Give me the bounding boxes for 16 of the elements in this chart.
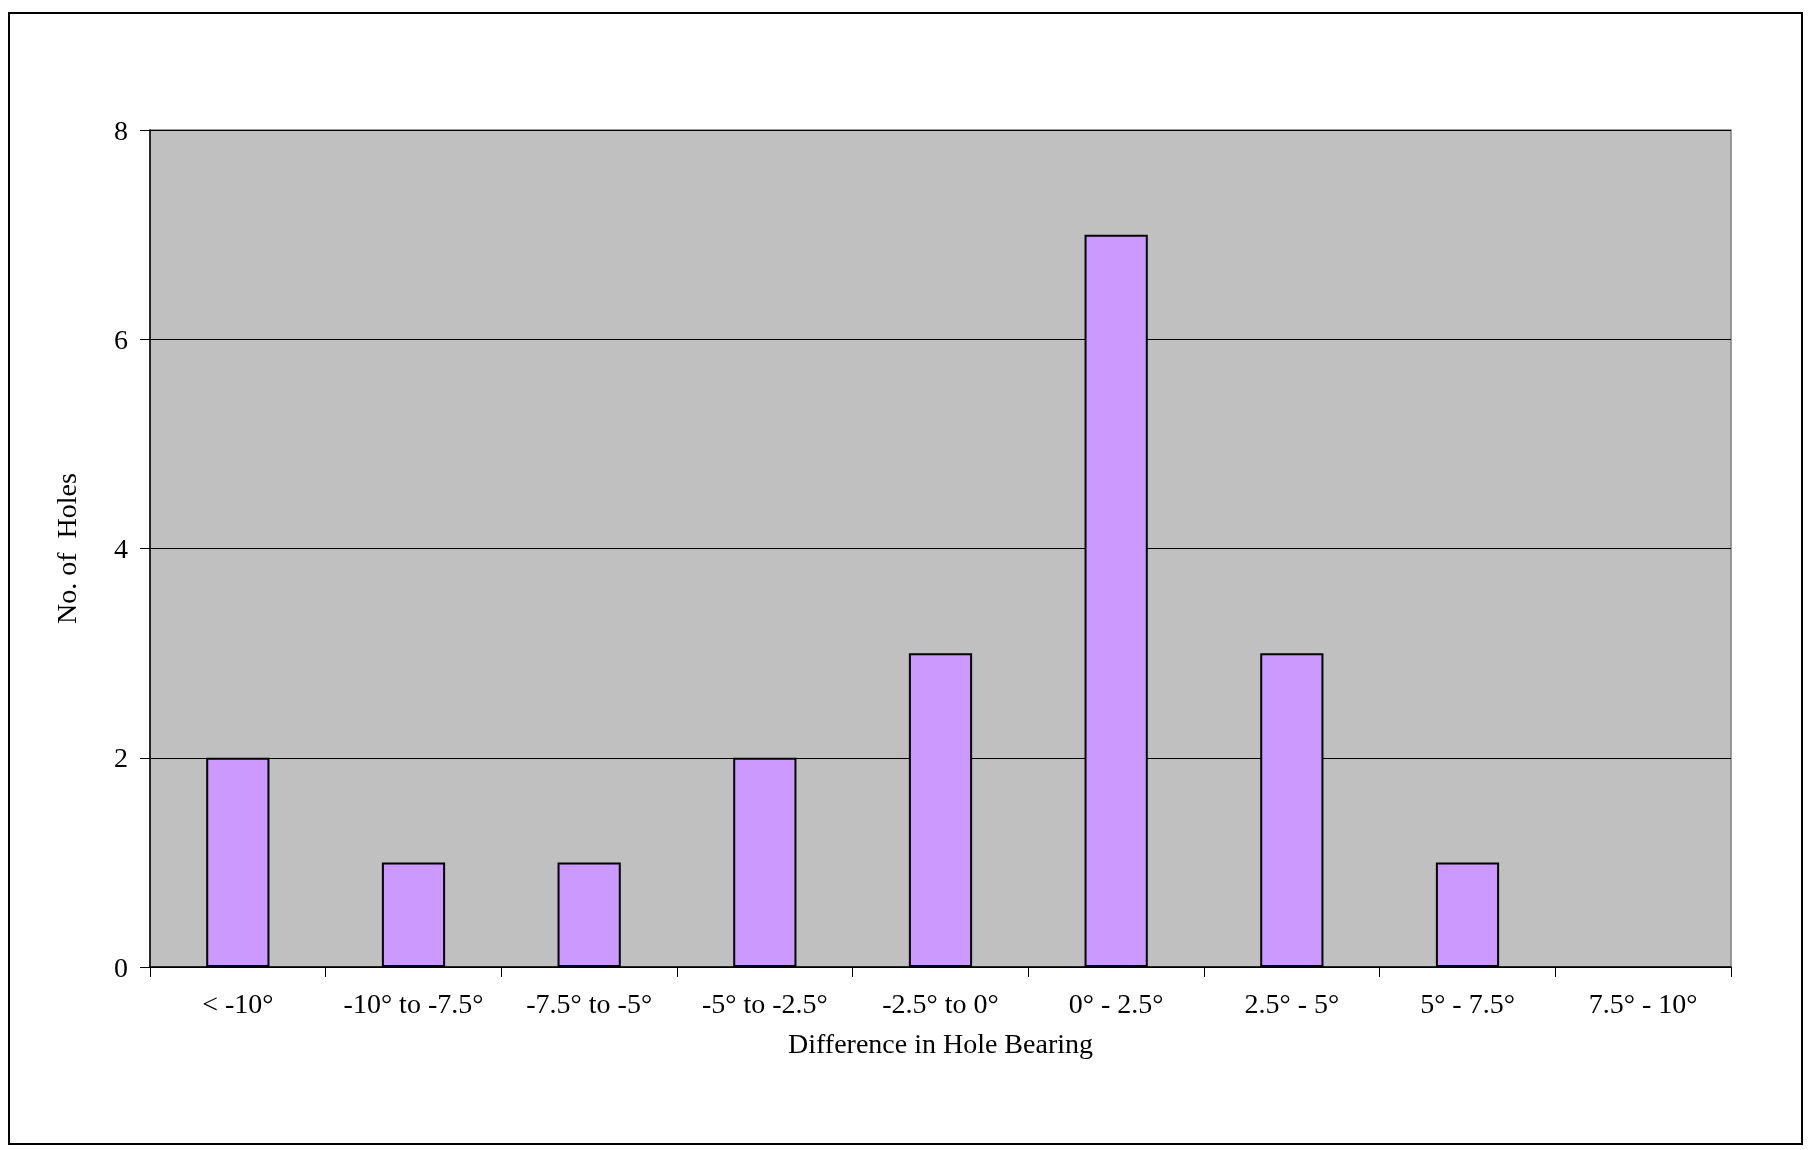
x-tick-label: 2.5° - 5° — [1244, 987, 1340, 1019]
x-tick-label: 0° - 2.5° — [1068, 987, 1164, 1019]
x-axis-title: Difference in Hole Bearing — [787, 1027, 1094, 1059]
x-tick-label: -2.5° to 0° — [882, 987, 999, 1019]
y-tick-label: 4 — [114, 533, 128, 564]
y-tick-label: 6 — [114, 323, 128, 355]
x-tick-label: 5° - 7.5° — [1420, 987, 1515, 1019]
x-tick-label: -5° to -2.5° — [701, 987, 828, 1019]
y-tick-label: 0 — [114, 951, 128, 983]
x-tick-label: -10° to -7.5° — [343, 987, 484, 1019]
x-tick-label: < -10° — [202, 987, 274, 1019]
y-tick-label: 2 — [114, 742, 128, 774]
y-tick-label: 8 — [114, 114, 128, 146]
x-tick-label: 7.5° - 10° — [1588, 987, 1698, 1019]
x-tick-label: -7.5° to -5° — [526, 987, 653, 1019]
y-axis-title: No. of Holes — [50, 473, 82, 624]
